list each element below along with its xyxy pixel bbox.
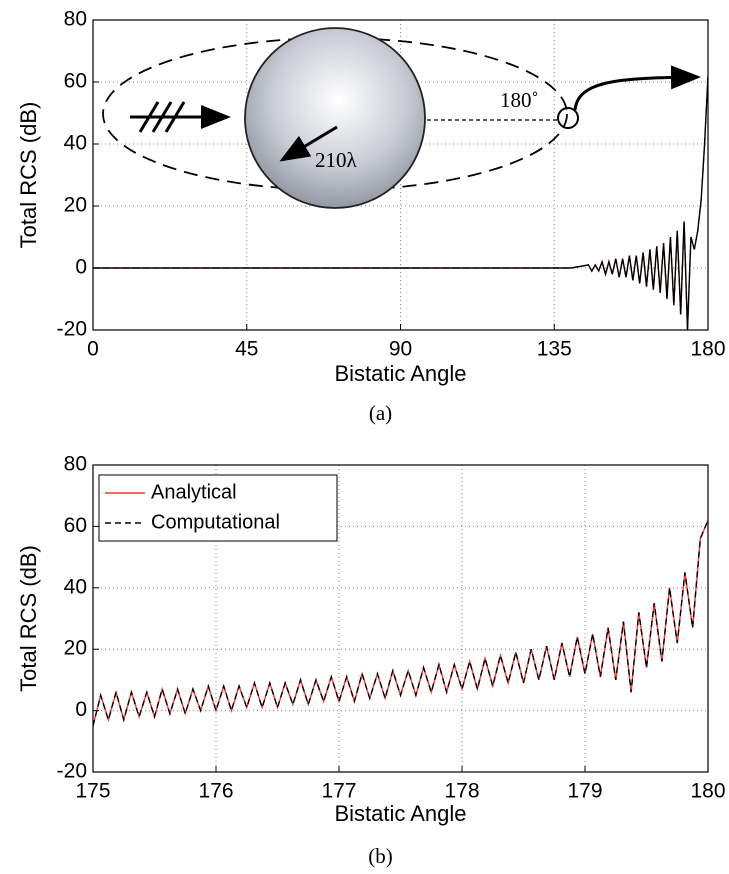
y-axis-label: Total RCS (dB): [16, 102, 41, 249]
y-tick-label: 40: [64, 132, 87, 155]
x-tick-label: 176: [198, 780, 233, 803]
y-tick-label: 20: [64, 637, 87, 660]
slash: [138, 101, 160, 133]
x-tick-label: 178: [444, 780, 479, 803]
sphere: [244, 27, 426, 209]
axes-frame: [92, 464, 709, 773]
y-tick-label: 80: [64, 8, 87, 31]
axes-frame: [92, 19, 709, 331]
x-tick-label: 180: [690, 780, 725, 803]
y-tick-label: 20: [64, 194, 87, 217]
x-axis-label: Bistatic Angle: [334, 801, 466, 826]
caption: (a): [369, 401, 392, 425]
x-tick-label: 0: [87, 338, 99, 361]
y-tick-label: 60: [64, 514, 87, 537]
legend-box: [98, 474, 338, 542]
x-tick-label: 175: [75, 780, 110, 803]
zoom-arrow: [573, 65, 701, 111]
y-tick-label: 40: [64, 575, 87, 598]
x-tick-label: 45: [235, 338, 258, 361]
caption: (b): [368, 844, 393, 868]
y-tick-label: 80: [64, 453, 87, 476]
annotation: 180˚: [500, 88, 539, 112]
x-tick-label: 180: [690, 338, 725, 361]
x-axis-label: Bistatic Angle: [334, 361, 466, 386]
inset-diagram: 180˚ 210λ: [102, 27, 701, 209]
x-tick-label: 177: [321, 780, 356, 803]
series-line: [93, 519, 708, 727]
annotation: 210λ: [315, 148, 358, 172]
y-tick-label: -20: [57, 318, 87, 341]
y-tick-label: 0: [75, 256, 87, 279]
x-tick-label: 90: [389, 338, 412, 361]
y-tick-label: 0: [75, 698, 87, 721]
series-line: [93, 75, 708, 330]
y-axis-label: Total RCS (dB): [16, 545, 41, 692]
chart: -20 0 20 40 60 80 175 176 177 178 179 180 Bistatic A…: [16, 453, 726, 868]
legend-label: Analytical: [151, 481, 237, 503]
radius-arrow: [279, 125, 338, 162]
marker-circle: [557, 107, 579, 129]
x-tick-label: 135: [537, 338, 572, 361]
slash: [164, 101, 186, 133]
slash: [151, 101, 173, 133]
y-tick-label: -20: [57, 760, 87, 783]
legend-label: Computational: [151, 511, 280, 533]
y-tick-label: 60: [64, 70, 87, 93]
x-tick-label: 179: [567, 780, 602, 803]
